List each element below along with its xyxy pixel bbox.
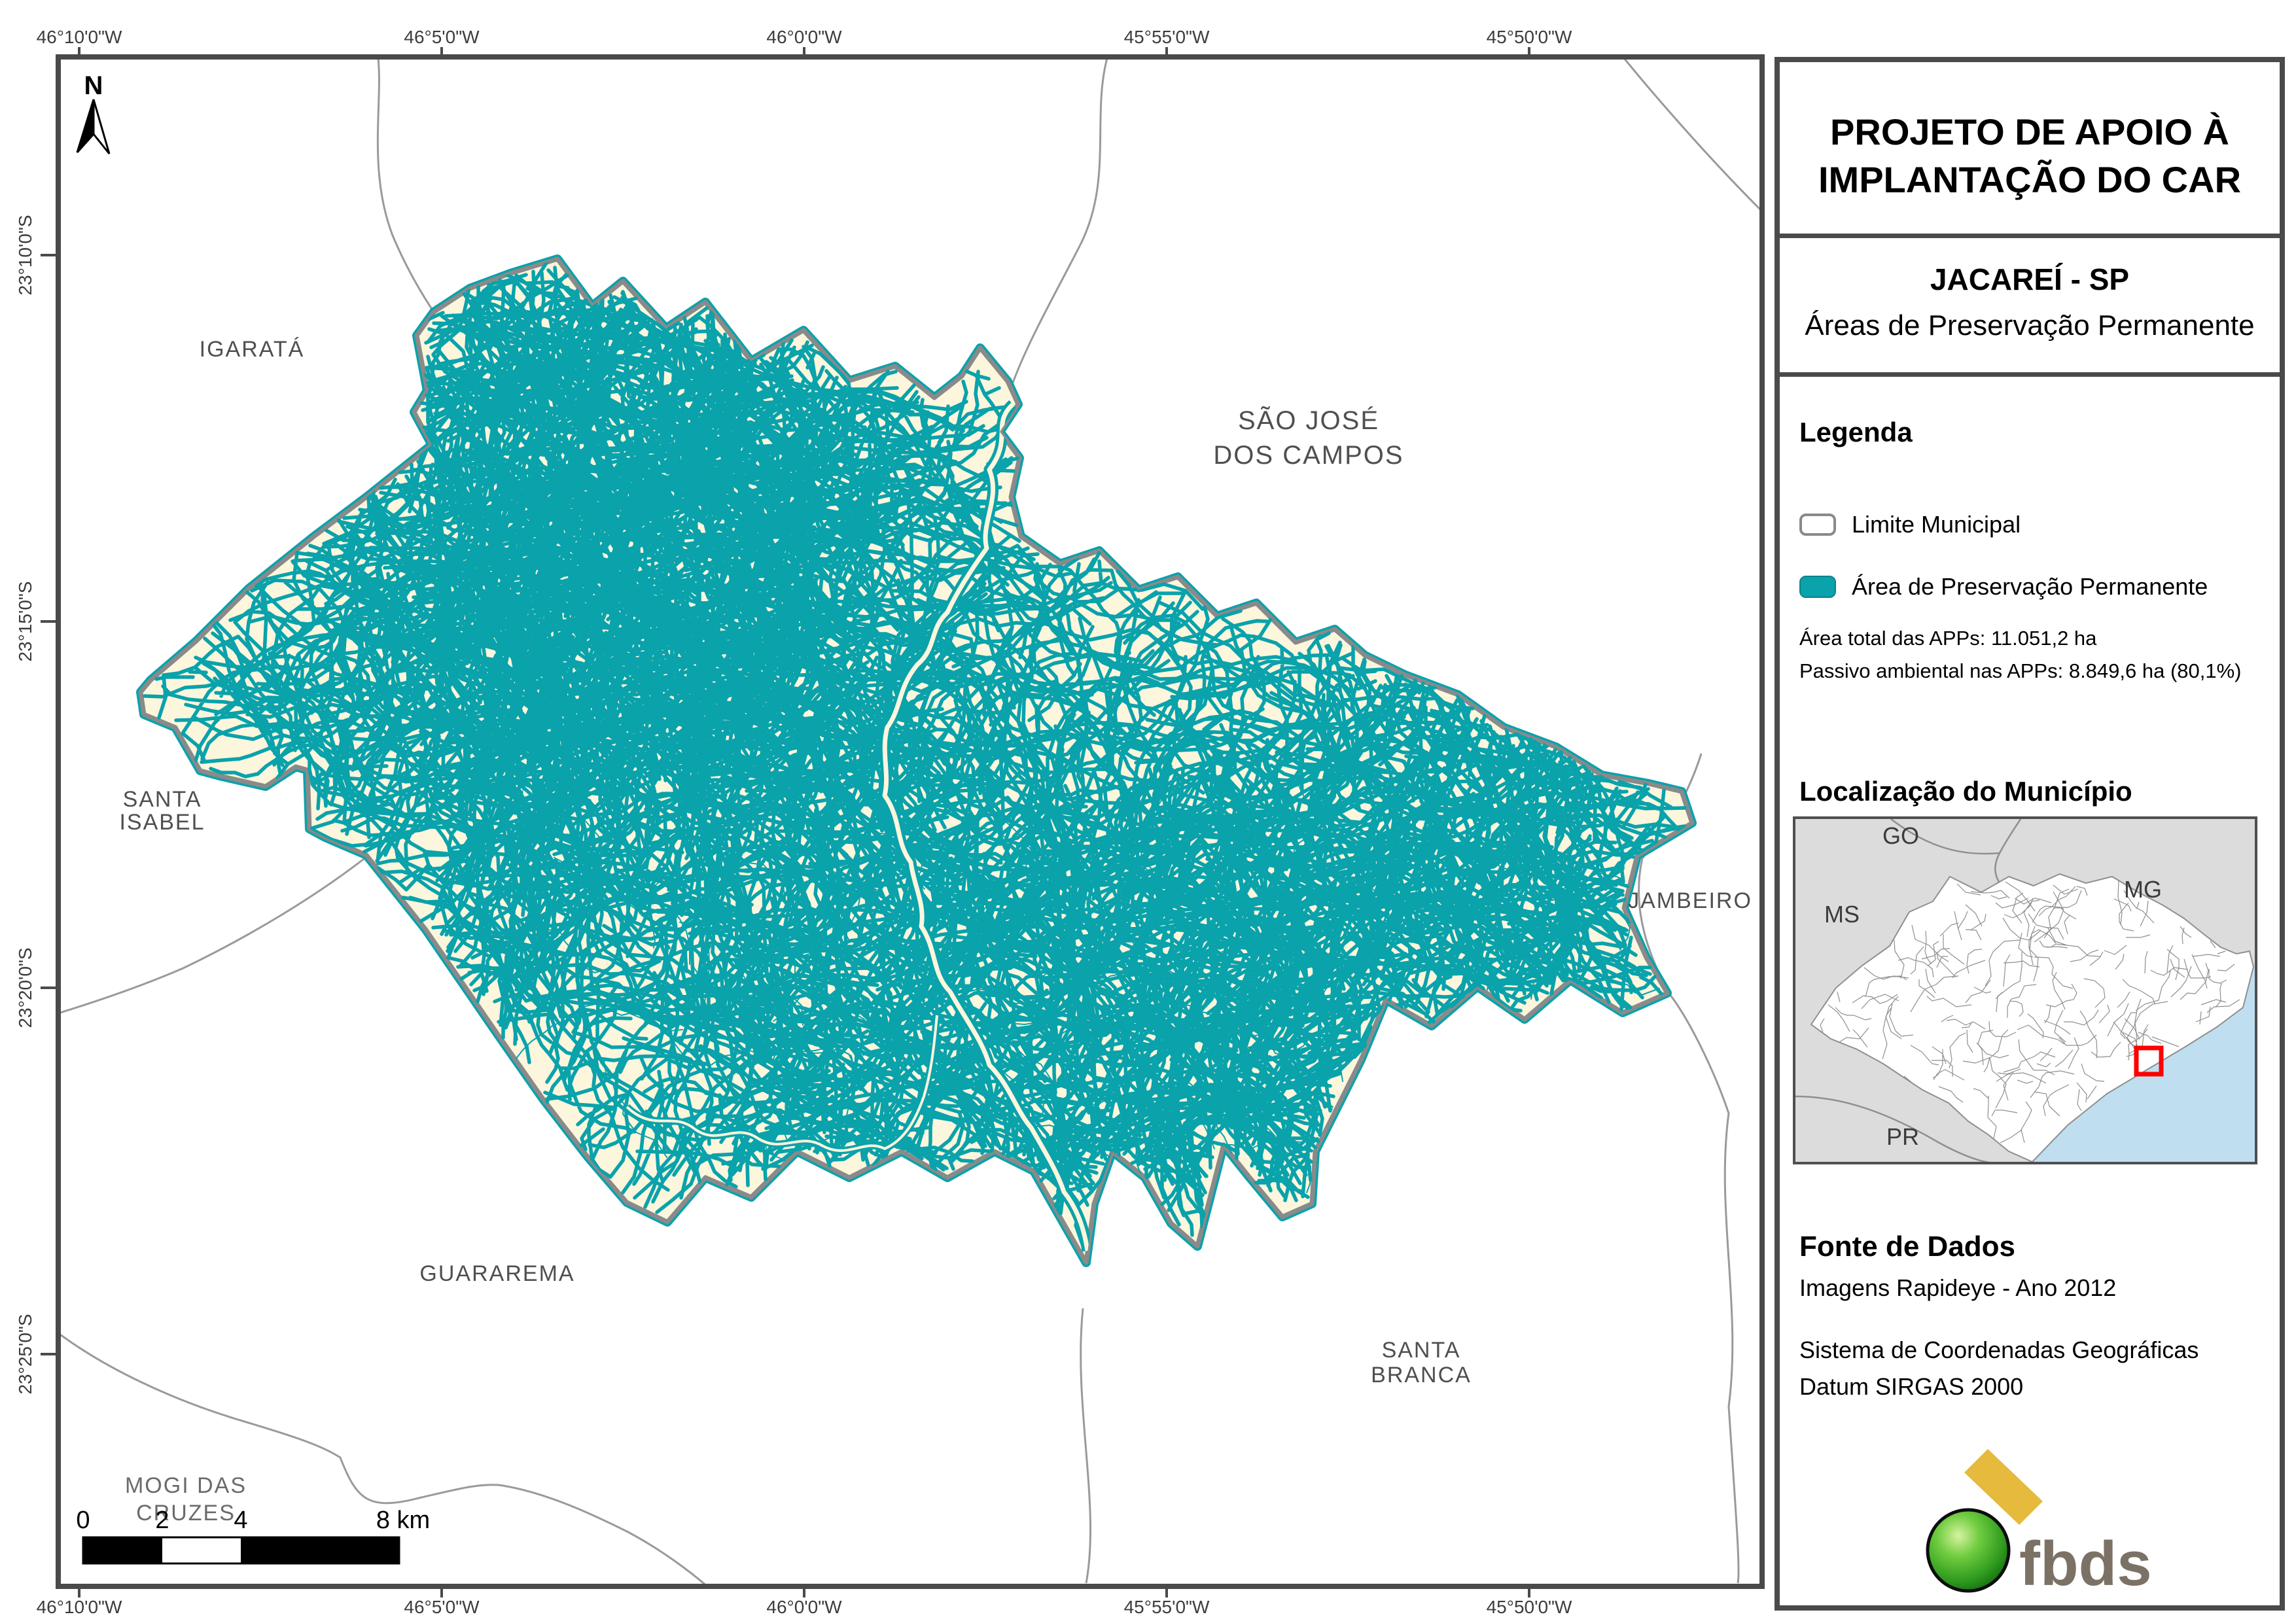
- inset-label-go: GO: [1882, 822, 1919, 849]
- info-panel: PROJETO DE APOIO À IMPLANTAÇÃO DO CAR JA…: [1775, 57, 2285, 1611]
- boundary-guararema-mogi: [61, 1333, 706, 1584]
- scale-label-8km: 8 km: [376, 1507, 430, 1534]
- fbds-logo-text: fbds: [2019, 1529, 2152, 1599]
- scale-bar-seg2: [241, 1537, 399, 1563]
- lon-label: 45°50'0"W: [1487, 27, 1572, 47]
- source-line1: Imagens Rapideye - Ano 2012: [1799, 1274, 2117, 1301]
- legend-label-app: Área de Preservação Permanente: [1852, 573, 2208, 600]
- north-arrow-label: N: [84, 71, 103, 100]
- legend-swatch-limite: [1799, 514, 1836, 536]
- lon-label: 46°5'0"W: [404, 1597, 480, 1617]
- map-frame: [56, 54, 1765, 1589]
- panel-divider-1: [1779, 234, 2280, 238]
- place-mogi-1: MOGI DAS: [125, 1473, 247, 1498]
- stat-total-apps: Área total das APPs: 11.051,2 ha: [1799, 627, 2097, 650]
- inset-label-mg: MG: [2124, 876, 2162, 903]
- neighbor-boundaries: [61, 60, 1759, 1584]
- lon-label: 45°55'0"W: [1124, 1597, 1210, 1617]
- place-labels: IGARATÁ SÃO JOSÉ DOS CAMPOS SANTA ISABEL…: [119, 337, 1752, 1526]
- lon-label: 46°5'0"W: [404, 27, 480, 47]
- inset-ocean: [2028, 966, 2257, 1164]
- place-santa-isabel-1: SANTA: [123, 787, 202, 812]
- north-arrow: N: [76, 71, 111, 154]
- scale-label-0: 0: [76, 1507, 90, 1534]
- location-heading: Localização do Município: [1799, 776, 2132, 807]
- boundary-santabranca-west: [1080, 1308, 1091, 1584]
- source-line2: Sistema de Coordenadas Geográficas: [1799, 1336, 2199, 1363]
- lon-label: 46°10'0"W: [37, 27, 122, 47]
- place-santa-branca-1: SANTA: [1382, 1338, 1461, 1363]
- river-inner-bank: [882, 402, 1090, 1251]
- source-line3: Datum SIRGAS 2000: [1799, 1373, 2024, 1400]
- scale-bar: 0 2 4 8 km: [76, 1507, 430, 1565]
- graticule-ticks: [41, 47, 1530, 1597]
- scale-label-2: 2: [155, 1507, 169, 1534]
- map-subtitle: Áreas de Preservação Permanente: [1805, 309, 2255, 341]
- place-igarata: IGARATÁ: [200, 337, 305, 362]
- boundary-igarata-sjc: [1012, 60, 1108, 383]
- legend-label-limite: Limite Municipal: [1852, 511, 2021, 538]
- lon-label: 46°0'0"W: [766, 1597, 842, 1617]
- app-outline-areas: [451, 753, 1660, 1193]
- panel-divider-2: [1779, 372, 2280, 377]
- stat-passivo-apps: Passivo ambiental nas APPs: 8.849,6 ha (…: [1799, 659, 2242, 682]
- boundary-jambeiro-santabranca: [1638, 753, 1740, 1584]
- inset-highlight-jacarei: [2134, 1045, 2164, 1077]
- inset-labels: GO MS MG PR: [1824, 822, 2162, 1150]
- panel-title-line1: PROJETO DE APOIO À: [1830, 111, 2229, 152]
- lon-label: 46°10'0"W: [37, 1597, 122, 1617]
- north-arrow-right: [92, 99, 111, 154]
- place-santa-isabel-2: ISABEL: [119, 810, 205, 835]
- river-tributary-inner: [626, 1015, 938, 1152]
- lat-label: 23°10'0"S: [15, 215, 35, 295]
- inset-frame: [1793, 816, 2257, 1164]
- app-network-group: [143, 261, 1687, 1252]
- scale-label-4: 4: [234, 1507, 247, 1534]
- boundary-sjc-northeast: [1623, 60, 1759, 211]
- source-heading: Fonte de Dados: [1799, 1230, 2016, 1263]
- graticule-labels: 46°10'0"W 46°5'0"W 46°0'0"W 45°55'0"W 45…: [15, 27, 1572, 1617]
- lon-label: 45°50'0"W: [1487, 1597, 1572, 1617]
- place-santa-branca-2: BRANCA: [1371, 1363, 1472, 1387]
- inset-municipality-mesh: [1820, 881, 2240, 1143]
- legend-item-app: Área de Preservação Permanente: [1799, 573, 2208, 600]
- fbds-logo-green-sphere: [1926, 1508, 2011, 1593]
- locator-inset-map: GO MS MG PR: [1793, 816, 2257, 1164]
- panel-title-line2: IMPLANTAÇÃO DO CAR: [1818, 159, 2242, 200]
- legend-swatch-app: [1799, 576, 1836, 598]
- fbds-logo-yellow-bar: [1964, 1449, 2043, 1525]
- lat-label: 23°15'0"S: [15, 581, 35, 661]
- lon-label: 46°0'0"W: [766, 27, 842, 47]
- place-mogi-2: CRUZES: [136, 1501, 236, 1526]
- inset-label-ms: MS: [1824, 901, 1860, 928]
- boundary-santaisabel-guararema: [61, 856, 367, 1014]
- municipality-title: JACAREÍ - SP: [1930, 262, 2130, 296]
- lat-label: 23°25'0"S: [15, 1314, 35, 1394]
- panel-title: PROJETO DE APOIO À IMPLANTAÇÃO DO CAR: [1780, 108, 2280, 203]
- place-guararema: GUARAREMA: [419, 1261, 574, 1286]
- place-sao-jose-2: DOS CAMPOS: [1213, 441, 1404, 470]
- legend-heading: Legenda: [1799, 417, 1913, 447]
- lat-label: 23°20'0"S: [15, 947, 35, 1028]
- lon-label: 45°55'0"W: [1124, 27, 1210, 47]
- place-sao-jose-1: SÃO JOSÉ: [1238, 406, 1379, 435]
- inset-label-pr: PR: [1886, 1123, 1919, 1150]
- legend-item-limite: Limite Municipal: [1799, 511, 2021, 538]
- fbds-logo: fbds: [1926, 1449, 2152, 1599]
- boundary-igarata-santaisabel: [376, 60, 435, 313]
- scale-bar-seg1: [83, 1537, 162, 1563]
- north-arrow-left: [76, 99, 95, 153]
- place-jambeiro: JAMBEIRO: [1628, 888, 1752, 913]
